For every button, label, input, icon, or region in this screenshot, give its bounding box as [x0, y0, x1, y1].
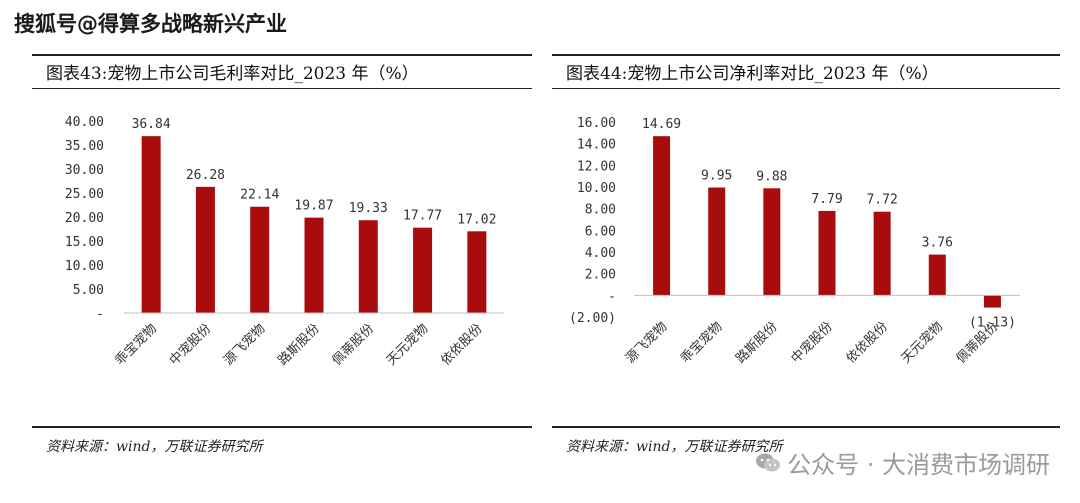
chart-title: 图表43:宠物上市公司毛利率对比_2023 年（%） — [46, 64, 419, 84]
x-category-label: 天元宠物 — [383, 321, 431, 369]
data-label: 7.72 — [866, 193, 897, 208]
top-rule — [552, 54, 1060, 56]
net-margin-bar-chart: (2.00) - 2.00 4.00 6.00 8.00 10.00 12.00 14.00 16… — [569, 116, 1020, 367]
bar — [358, 220, 378, 313]
bar — [653, 136, 671, 296]
x-category-label: 乖宝宠物 — [677, 319, 725, 367]
bar — [141, 136, 161, 313]
wechat-icon — [756, 453, 781, 471]
x-category-label: 源飞宠物 — [220, 321, 268, 369]
bar — [983, 295, 1001, 308]
gross-margin-bar-chart: - 5.00 10.00 15.00 20.00 25.00 30.00 35.00 40.00… — [65, 115, 504, 369]
data-label: 9.95 — [701, 169, 732, 184]
bar — [818, 210, 836, 296]
top-rule — [32, 54, 532, 56]
bottom-rule — [552, 426, 1060, 428]
x-category-label: 佩蒂股份 — [330, 321, 377, 368]
y-tick-label: 40.00 — [65, 115, 104, 130]
footer-watermark: 公众号 · 大消费市场调研 — [755, 445, 1050, 480]
bar — [928, 254, 946, 296]
y-tick-label: 10.00 — [577, 181, 616, 196]
x-category-label: 路斯股份 — [733, 319, 781, 367]
data-label: 14.69 — [642, 117, 681, 132]
footer-watermark-text: 公众号 · 大消费市场调研 — [787, 451, 1050, 479]
data-label: 3.76 — [922, 236, 953, 251]
y-tick-label: 14.00 — [577, 138, 616, 153]
chart-panel-net-margin: 图表44:宠物上市公司净利率对比_2023 年（%） (2.00) - 2.00 4.… — [552, 48, 1060, 455]
bar — [413, 227, 433, 313]
y-tick-label: 16.00 — [577, 116, 616, 131]
x-category-label: 依依股份 — [438, 321, 485, 368]
bar — [195, 186, 215, 313]
y-tick-label: 35.00 — [65, 139, 104, 154]
bar — [250, 206, 270, 313]
y-tick-label: (2.00) — [569, 311, 616, 326]
y-tick-label: 6.00 — [585, 224, 616, 239]
chart-title: 图表44:宠物上市公司净利率对比_2023 年（%） — [566, 64, 939, 84]
x-category-label: 中宠股份 — [788, 319, 836, 367]
x-category-label: 源飞宠物 — [622, 319, 670, 367]
x-category-label: 乖宝宠物 — [112, 321, 160, 369]
y-tick-label: 10.00 — [65, 259, 104, 274]
data-label: 17.02 — [457, 212, 496, 227]
x-category-label: 依依股份 — [844, 319, 891, 366]
data-label: 26.28 — [186, 168, 225, 183]
x-category-label: 天元宠物 — [898, 319, 946, 367]
y-tick-label: 8.00 — [585, 203, 616, 218]
chart-panel-gross-margin: 图表43:宠物上市公司毛利率对比_2023 年（%） - 5.00 10.00 15.… — [32, 48, 532, 455]
data-label: 17.77 — [403, 209, 442, 224]
source-note: 资料来源：wind，万联证券研究所 — [566, 439, 783, 455]
data-label: (1.13) — [969, 316, 1016, 331]
data-label: 9.88 — [756, 169, 787, 184]
y-tick-label: 2.00 — [585, 268, 616, 283]
y-tick-label: 15.00 — [65, 235, 104, 250]
y-tick-label: 4.00 — [585, 246, 616, 261]
bar — [708, 187, 726, 296]
y-tick-label: 30.00 — [65, 163, 104, 178]
data-label: 19.33 — [349, 201, 388, 216]
y-tick-label: - — [96, 307, 104, 322]
bar — [304, 217, 324, 313]
y-tick-label: 25.00 — [65, 187, 104, 202]
x-category-label: 路斯股份 — [275, 321, 323, 369]
title-rule — [32, 88, 532, 89]
x-category-label: 中宠股份 — [166, 321, 214, 369]
y-tick-label: 12.00 — [577, 159, 616, 174]
bar — [873, 211, 891, 296]
header-watermark: 搜狐号@得算多战略新兴产业 — [14, 12, 287, 36]
data-label: 22.14 — [240, 188, 279, 203]
data-label: 19.87 — [294, 199, 333, 214]
y-tick-label: 5.00 — [73, 283, 104, 298]
bar — [467, 231, 487, 313]
data-label: 7.79 — [811, 192, 842, 207]
bottom-rule — [32, 426, 532, 428]
title-rule — [552, 88, 1060, 89]
data-label: 36.84 — [132, 117, 171, 132]
y-tick-label: 20.00 — [65, 211, 104, 226]
bar — [763, 188, 781, 296]
y-tick-label: - — [608, 289, 616, 304]
source-note: 资料来源：wind，万联证券研究所 — [46, 439, 263, 455]
